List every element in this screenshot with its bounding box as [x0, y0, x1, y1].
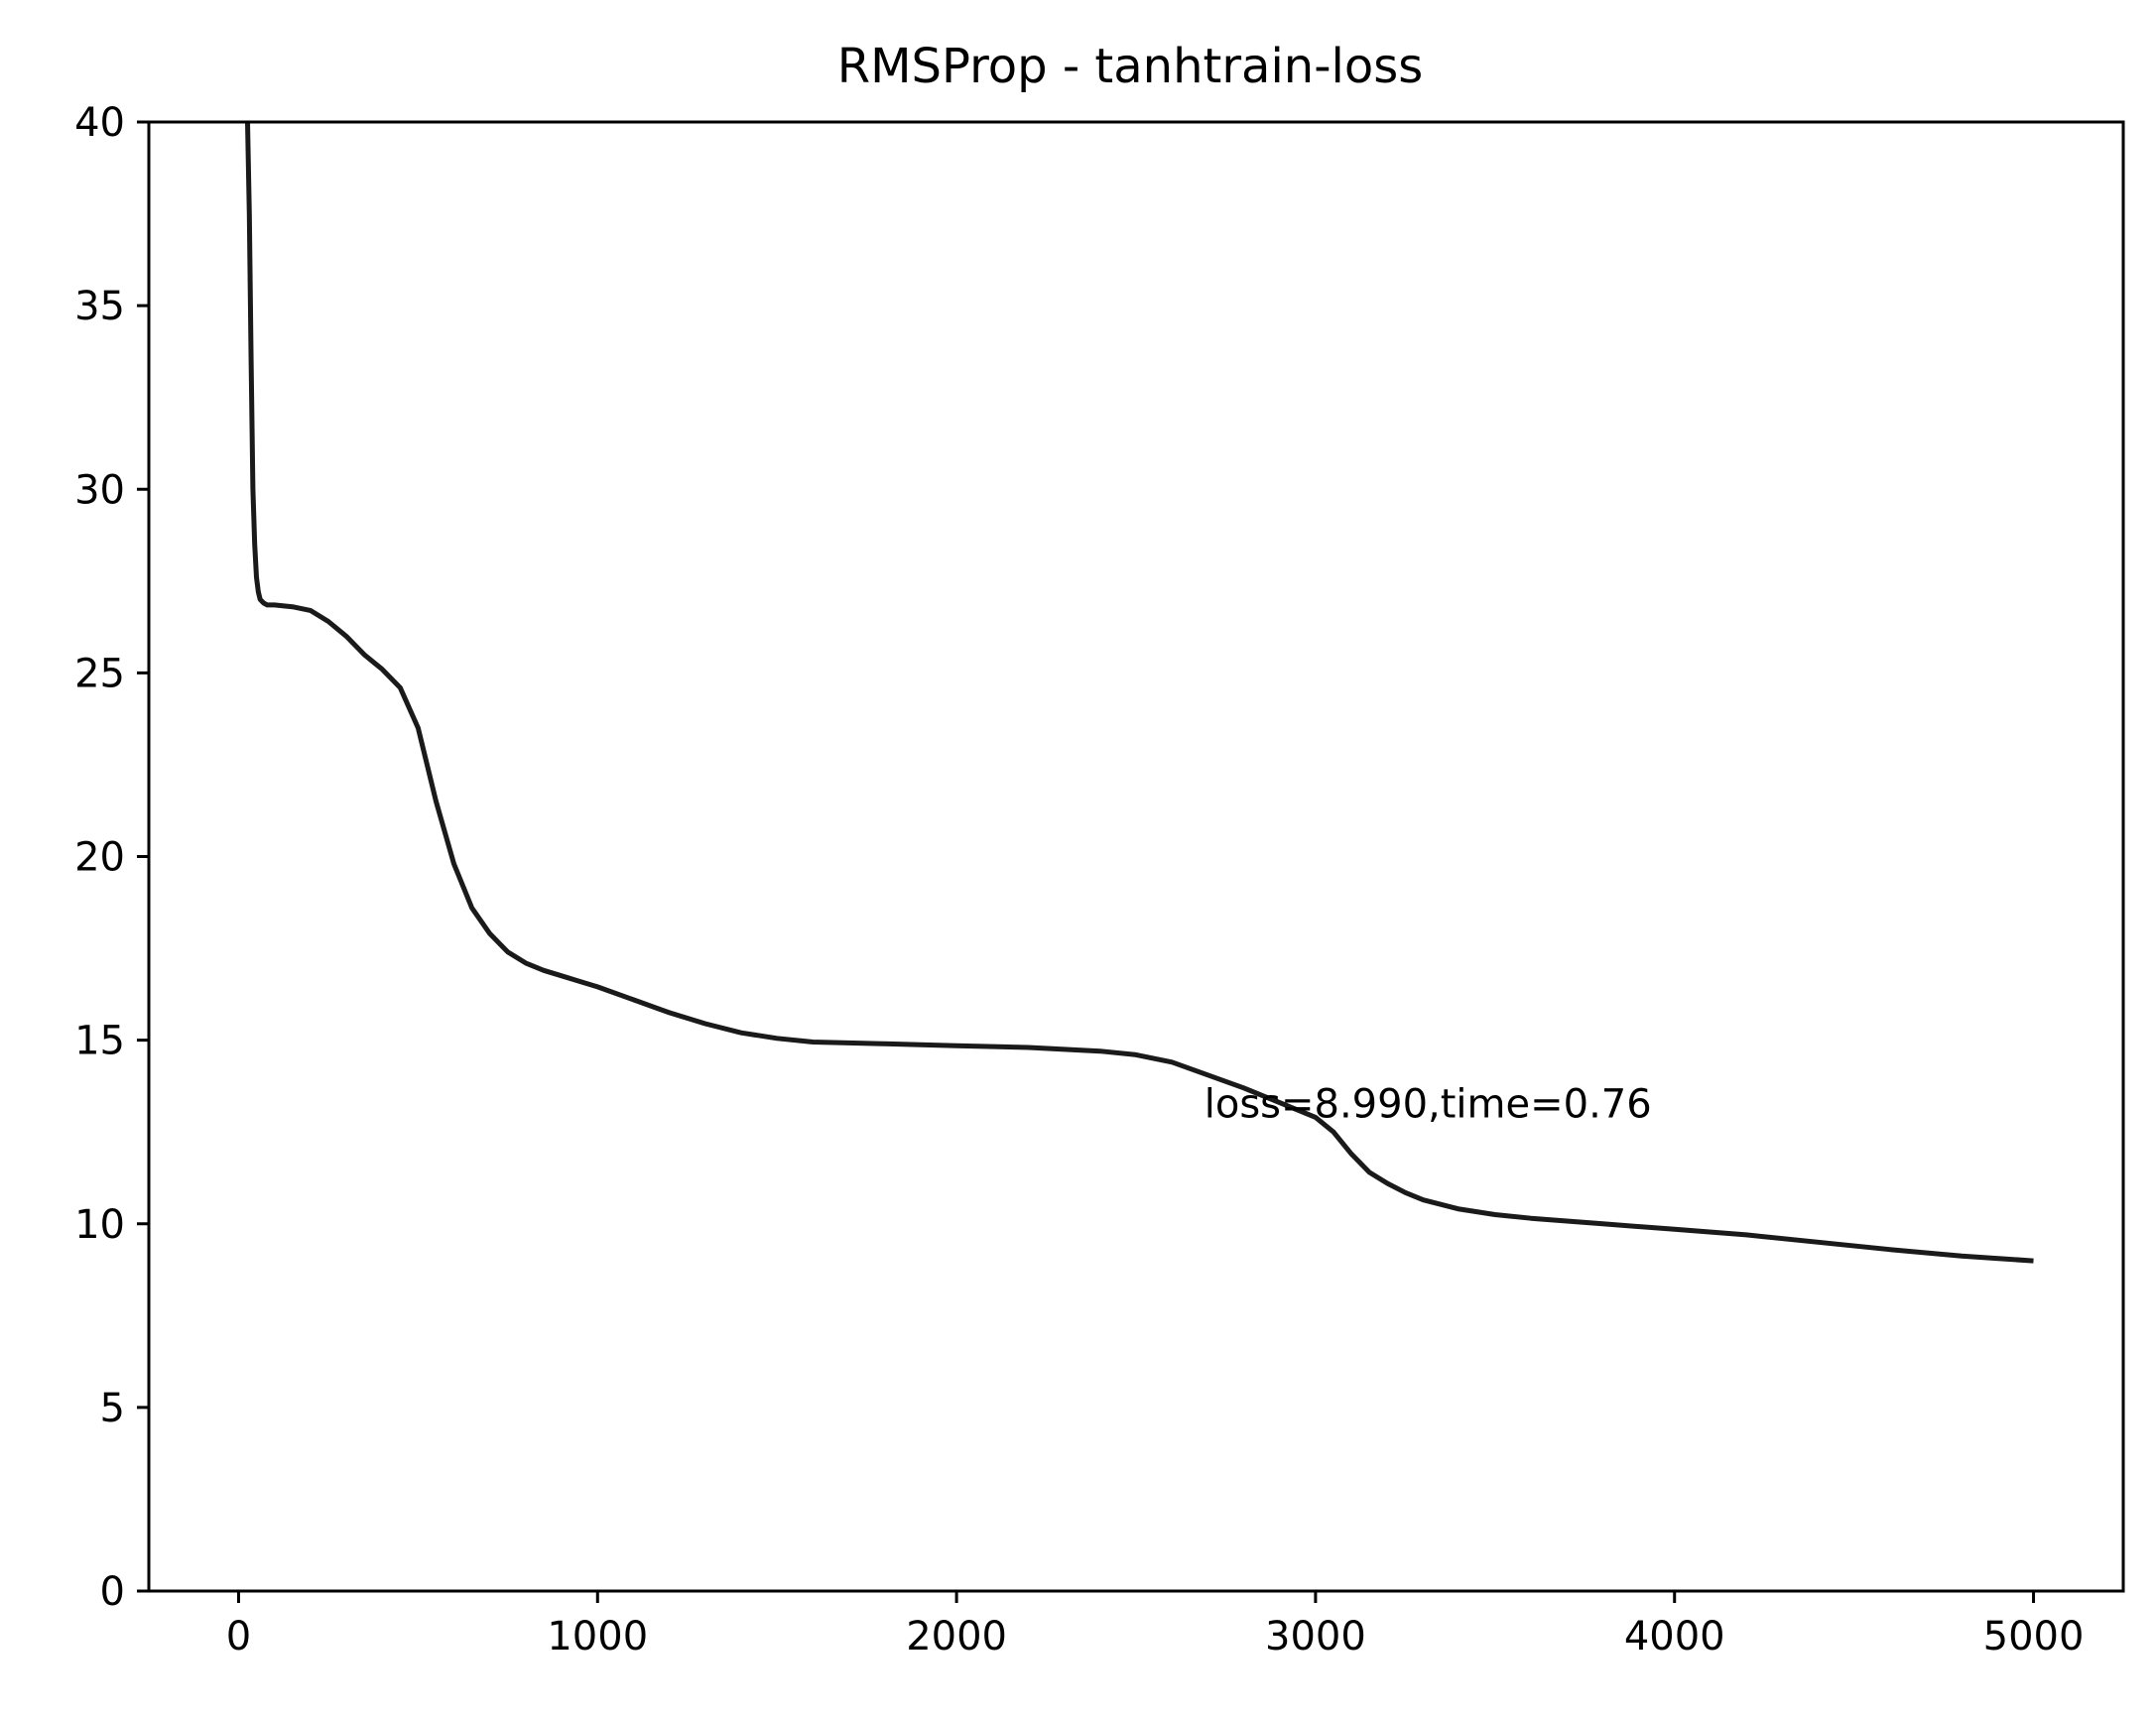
- y-tick-label: 25: [74, 651, 125, 696]
- chart-title: RMSProp - tanhtrain-loss: [837, 39, 1424, 94]
- y-tick-label: 20: [74, 835, 125, 881]
- y-tick-label: 30: [74, 467, 125, 513]
- x-tick-label: 1000: [547, 1614, 648, 1659]
- plot-frame: [147, 120, 2125, 1593]
- x-tick-label: 2000: [906, 1614, 1007, 1659]
- y-tick-label: 15: [74, 1019, 125, 1064]
- series-line: [245, 121, 2034, 1264]
- y-tick-label: 40: [74, 100, 125, 146]
- x-tick-label: 0: [226, 1614, 251, 1659]
- loss-annotation: loss=8.990,time=0.76: [1205, 1081, 1652, 1127]
- y-tick-label: 35: [74, 284, 125, 329]
- y-tick-label: 0: [100, 1569, 125, 1615]
- y-axis: 0 5 10 15 20 25 30 35 40: [74, 100, 149, 1615]
- x-tick-label: 5000: [1983, 1614, 2085, 1659]
- x-tick-label: 3000: [1265, 1614, 1366, 1659]
- y-tick-label: 10: [74, 1202, 125, 1248]
- x-tick-label: 4000: [1624, 1614, 1725, 1659]
- y-tick-label: 5: [100, 1386, 125, 1431]
- x-axis: 0 1000 2000 3000 4000 5000: [226, 1591, 2085, 1659]
